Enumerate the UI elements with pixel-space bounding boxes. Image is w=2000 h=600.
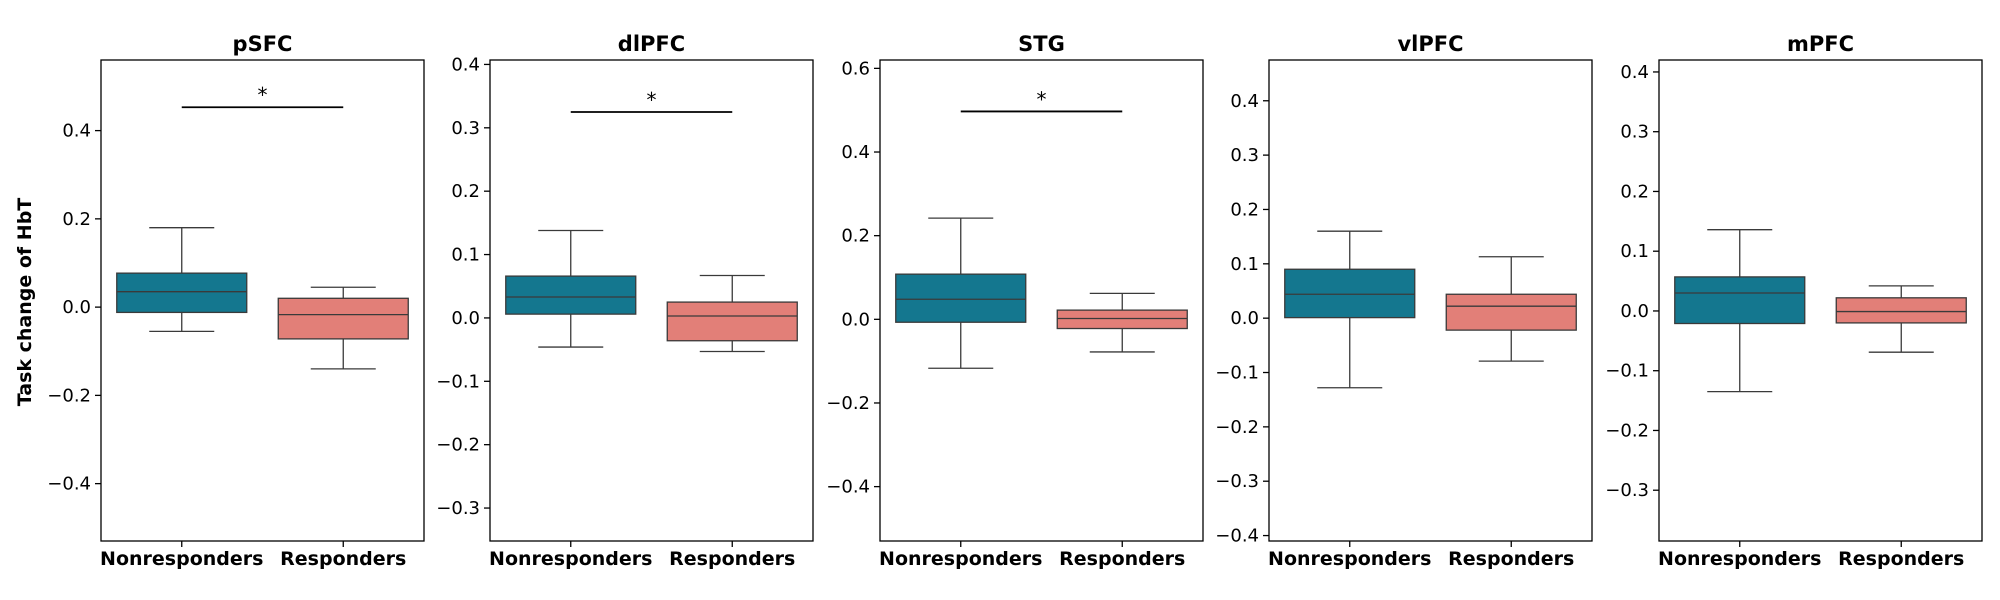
panel-title: vlPFC xyxy=(1397,32,1463,56)
y-tick-label: 0.1 xyxy=(451,245,480,266)
iqr-box xyxy=(1056,309,1188,330)
y-tick-label: 0.6 xyxy=(841,58,870,79)
box-nonresponders xyxy=(1284,230,1416,389)
x-category-label: Responders xyxy=(1059,548,1185,570)
box-nonresponders xyxy=(505,229,637,348)
x-category-label: Nonresponders xyxy=(100,548,263,570)
y-tick-label: 0.3 xyxy=(451,118,480,139)
x-category-label: Responders xyxy=(1448,548,1574,570)
y-tick-label: −0.4 xyxy=(1215,526,1259,547)
iqr-box xyxy=(895,273,1027,323)
y-tick-label: −0.3 xyxy=(436,498,480,519)
iqr-box xyxy=(1284,268,1416,319)
plot-frame xyxy=(879,59,1204,542)
y-tick-label: 0.0 xyxy=(1620,301,1649,322)
iqr-box xyxy=(1835,297,1967,324)
x-category-label: Nonresponders xyxy=(1268,548,1431,570)
y-tick-label: 0.0 xyxy=(1230,308,1259,329)
y-tick-label: 0.4 xyxy=(62,121,91,142)
x-category-label: Responders xyxy=(280,548,406,570)
box-nonresponders xyxy=(116,227,248,333)
plot-frame xyxy=(1268,59,1593,542)
panel-stg: STG −0.4 −0.2 0.0 0.2 0.4 0.6 Nonresponders Resp… xyxy=(826,32,1204,570)
iqr-box xyxy=(666,301,798,342)
y-tick-label: −0.2 xyxy=(1215,417,1259,438)
panel-title: pSFC xyxy=(233,32,293,56)
y-tick-label: 0.0 xyxy=(451,308,480,329)
box-responders xyxy=(1835,285,1967,353)
iqr-box xyxy=(1674,276,1806,325)
panel-mpfc: mPFC −0.3 −0.2 −0.1 0.0 0.1 0.2 0.3 0.4 Nonrespon… xyxy=(1605,32,1983,570)
plot-frame xyxy=(1658,59,1983,542)
y-tick-label: −0.1 xyxy=(1605,361,1649,382)
significance-star: * xyxy=(1037,87,1047,111)
panel-vlpfc: vlPFC −0.4 −0.3 −0.2 −0.1 0.0 0.1 0.2 0.3 0.4 Nonr… xyxy=(1215,32,1593,570)
significance-star: * xyxy=(647,88,657,112)
box-responders xyxy=(1445,256,1577,362)
y-tick-label: 0.1 xyxy=(1230,254,1259,275)
y-axis-label: Task change of HbT xyxy=(14,198,36,407)
y-tick-label: −0.1 xyxy=(1215,363,1259,384)
y-tick-label: 0.2 xyxy=(841,226,870,247)
y-tick-label: 0.3 xyxy=(1230,145,1259,166)
y-tick-label: 0.1 xyxy=(1620,241,1649,262)
iqr-box xyxy=(505,275,637,315)
panel-title: STG xyxy=(1018,32,1065,56)
y-tick-label: −0.1 xyxy=(436,371,480,392)
iqr-box xyxy=(1445,293,1577,331)
y-tick-label: 0.4 xyxy=(841,142,870,163)
y-tick-label: 0.4 xyxy=(1230,91,1259,112)
y-tick-label: 0.4 xyxy=(451,54,480,75)
y-tick-label: 0.4 xyxy=(1620,62,1649,83)
box-nonresponders xyxy=(1674,229,1806,393)
y-tick-label: 0.0 xyxy=(841,309,870,330)
panel-title: dlPFC xyxy=(618,32,685,56)
y-tick-label: 0.0 xyxy=(62,297,91,318)
y-tick-label: −0.2 xyxy=(826,393,870,414)
y-tick-label: −0.2 xyxy=(1605,420,1649,441)
y-tick-label: −0.3 xyxy=(1605,480,1649,501)
y-tick-label: −0.4 xyxy=(826,477,870,498)
iqr-box xyxy=(116,272,248,314)
box-nonresponders xyxy=(895,217,1027,369)
y-tick-label: −0.2 xyxy=(47,385,91,406)
y-tick-label: 0.2 xyxy=(62,209,91,230)
panel-title: mPFC xyxy=(1787,32,1854,56)
plot-frame xyxy=(100,59,425,542)
x-category-label: Responders xyxy=(669,548,795,570)
plot-frame xyxy=(489,59,814,542)
y-tick-label: −0.3 xyxy=(1215,471,1259,492)
box-responders xyxy=(1056,292,1188,353)
x-category-label: Nonresponders xyxy=(879,548,1042,570)
y-tick-label: 0.3 xyxy=(1620,122,1649,143)
panel-dlpfc: dlPFC −0.3 −0.2 −0.1 0.0 0.1 0.2 0.3 0.4 Nonrespo… xyxy=(436,32,814,570)
x-category-label: Nonresponders xyxy=(1658,548,1821,570)
y-tick-label: −0.2 xyxy=(436,435,480,456)
y-tick-label: 0.2 xyxy=(1230,199,1259,220)
box-responders xyxy=(277,286,409,370)
panel-psfc: pSFC −0.4 −0.2 0.0 0.2 0.4 Nonresponders Respon… xyxy=(47,32,425,570)
box-responders xyxy=(666,274,798,353)
y-tick-label: 0.2 xyxy=(1620,181,1649,202)
significance-star: * xyxy=(258,83,268,107)
iqr-box xyxy=(277,297,409,340)
y-tick-label: 0.2 xyxy=(451,181,480,202)
x-category-label: Nonresponders xyxy=(489,548,652,570)
x-category-label: Responders xyxy=(1838,548,1964,570)
y-tick-label: −0.4 xyxy=(47,474,91,495)
